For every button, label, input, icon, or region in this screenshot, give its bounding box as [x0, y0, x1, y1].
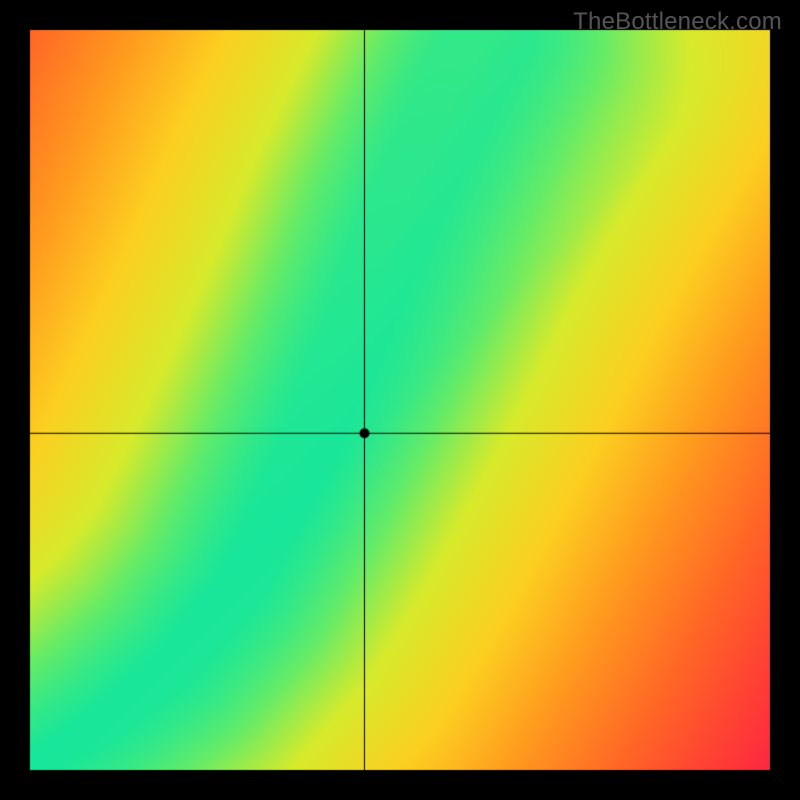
watermark-text: TheBottleneck.com	[573, 8, 782, 36]
bottleneck-heatmap	[0, 0, 800, 800]
